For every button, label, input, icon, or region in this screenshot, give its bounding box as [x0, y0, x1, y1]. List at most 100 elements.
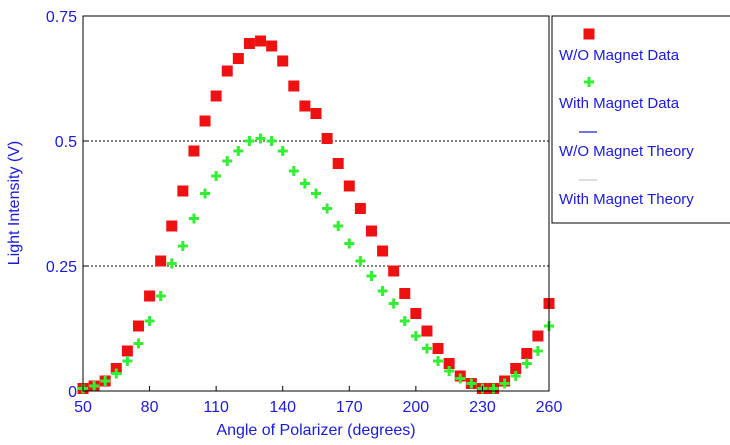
legend-entry-label: With Magnet Theory [559, 191, 694, 208]
data-point-plus [188, 213, 199, 224]
data-point-plus [521, 358, 532, 369]
data-point-plus [433, 356, 444, 366]
data-point-square [443, 358, 455, 369]
data-point-square [432, 343, 444, 354]
plot-frame [82, 15, 550, 392]
legend-square-swatch [583, 28, 595, 40]
data-point-plus [333, 221, 344, 231]
x-tick-label: 200 [403, 399, 430, 416]
data-point-plus [532, 346, 543, 356]
data-point-plus [155, 291, 166, 301]
data-point-square [377, 245, 389, 257]
x-tick-label: 170 [336, 399, 363, 416]
legend-entry-label: W/O Magnet Data [559, 47, 680, 64]
data-point-plus [344, 238, 355, 249]
data-point-plus [399, 316, 410, 326]
data-point-square [144, 290, 156, 302]
data-point-square [365, 225, 377, 237]
data-point-plus [388, 298, 399, 309]
gridlines [83, 140, 549, 267]
data-point-plus [111, 368, 122, 379]
data-point-plus [244, 136, 255, 146]
data-point-square [166, 220, 178, 232]
data-point-square [255, 35, 267, 47]
y-tick-label: 0.5 [55, 134, 77, 151]
data-point-square [421, 325, 433, 337]
legend-plus-swatch [584, 77, 594, 87]
y-tick-label: 0.25 [46, 259, 77, 276]
data-point-square [277, 55, 289, 67]
data-point-plus [299, 178, 310, 189]
data-point-square [299, 100, 311, 112]
x-tick-label: 260 [536, 399, 563, 416]
x-tick-label: 50 [74, 399, 92, 416]
data-point-plus [200, 188, 211, 199]
data-point-square [221, 65, 233, 77]
data-point-plus [455, 373, 466, 384]
data-point-square [243, 38, 255, 49]
data-point-square [399, 288, 411, 299]
legend-entry-label: With Magnet Data [559, 95, 680, 112]
data-point-square [199, 115, 211, 127]
data-point-plus [410, 331, 421, 341]
x-tick-label: 140 [269, 399, 296, 416]
data-point-square [354, 203, 366, 214]
data-point-square [410, 308, 422, 319]
data-point-plus [311, 188, 321, 199]
legend: W/O Magnet Data With Magnet Data W/O Magne… [551, 15, 730, 224]
data-point-square [232, 53, 244, 64]
y-axis-title: Light Intensity (V) [6, 141, 23, 266]
data-point-plus [100, 376, 111, 386]
data-series [77, 35, 555, 394]
data-point-plus [277, 146, 288, 156]
data-point-plus [355, 256, 366, 266]
data-point-plus [466, 378, 477, 389]
data-point-plus [89, 381, 100, 391]
data-point-plus [133, 338, 144, 349]
x-tick-label: 110 [203, 399, 229, 416]
data-point-square [188, 145, 200, 157]
data-point-square [210, 90, 222, 102]
x-tick-label: 80 [141, 399, 159, 416]
data-point-square [121, 345, 133, 357]
data-point-plus [499, 378, 510, 389]
data-point-plus [444, 366, 455, 376]
data-point-plus [288, 166, 299, 176]
data-point-plus [377, 286, 388, 296]
data-point-plus [222, 156, 233, 166]
data-point-square [310, 108, 322, 119]
data-point-square [177, 185, 189, 197]
data-point-square [288, 80, 300, 92]
data-point-square [321, 133, 333, 144]
data-point-plus [122, 356, 133, 366]
y-tick-label: 0 [68, 384, 77, 401]
data-point-square [521, 348, 533, 359]
data-point-plus [266, 136, 277, 146]
data-point-square [343, 180, 355, 192]
legend-frame [551, 15, 730, 224]
data-point-plus [233, 146, 244, 156]
axis-ticks: 50 80 110 140 170 200 230 260 0 0.25 0.5 0.75 [46, 9, 563, 416]
data-point-plus [322, 203, 333, 214]
legend-entry-label: W/O Magnet Theory [559, 143, 694, 160]
data-point-plus [255, 133, 266, 144]
data-point-plus [366, 271, 377, 281]
data-point-plus [488, 383, 499, 394]
data-point-plus [166, 258, 177, 269]
data-point-square [155, 255, 167, 267]
data-point-plus [211, 171, 222, 181]
data-point-square [510, 363, 522, 374]
series-1 [78, 133, 554, 394]
data-point-square [332, 158, 344, 169]
data-point-plus [177, 241, 188, 251]
data-point-plus [510, 371, 521, 381]
data-point-plus [421, 343, 432, 354]
x-tick-label: 230 [469, 399, 496, 416]
y-tick-label: 0.75 [46, 9, 77, 26]
data-point-square [532, 330, 544, 342]
data-point-square [388, 265, 400, 277]
x-axis-title: Angle of Polarizer (degrees) [216, 422, 415, 439]
series-0 [77, 35, 555, 394]
